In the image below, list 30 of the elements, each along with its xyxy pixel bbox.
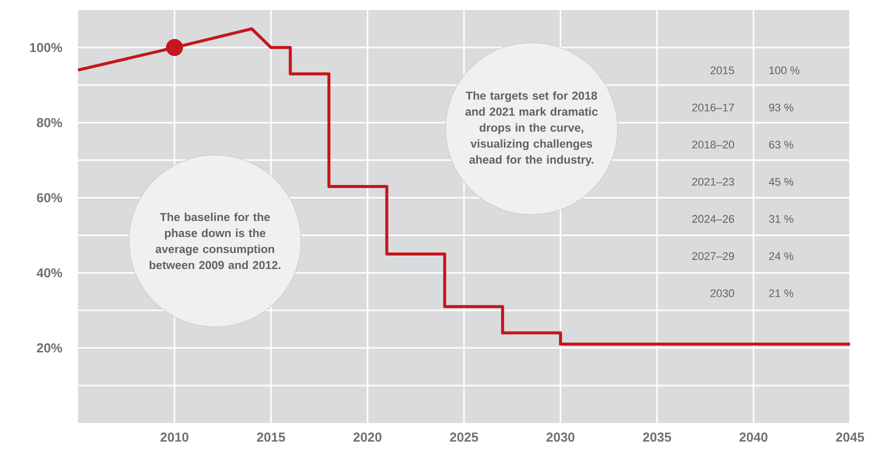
x-tick-label: 2025 — [450, 432, 478, 442]
annotation: 63 % — [769, 140, 794, 149]
x-tick-label: 2035 — [643, 432, 672, 442]
x-tick-label: 2045 — [836, 432, 864, 442]
annotation: 2027–29 — [692, 252, 734, 260]
annotation: 21 % — [769, 289, 794, 298]
y-tick-label: 80% — [36, 118, 62, 128]
annotation: 45 % — [768, 178, 794, 186]
annotation: The baseline for the phase down is the average consumption between 2009 and 2012. — [150, 212, 280, 270]
line-series — [76, 27, 852, 346]
y-tick-label: 60% — [36, 193, 62, 202]
annotation: The targets set for 2018 and 2021 mark dramatic drops in the curve, visualizing challenges ahead for the industry. — [465, 91, 598, 166]
annotation: 100 % — [769, 66, 800, 74]
x-tick-label: 2010 — [160, 432, 188, 442]
x-tick-label: 2040 — [740, 432, 768, 442]
x-tick-label: 2015 — [257, 432, 286, 442]
y-tick-label: 20% — [36, 343, 62, 353]
annotation: 24 % — [769, 252, 794, 260]
annotation: 2016–17 — [692, 104, 734, 112]
annotation: 2024–26 — [692, 215, 734, 223]
annotation: 31 % — [769, 215, 794, 223]
annotation: 2030 — [710, 289, 734, 298]
annotation: 93 % — [769, 104, 794, 112]
y-tick-label: 40% — [36, 268, 62, 278]
annotation: 2021–23 — [692, 178, 734, 186]
x-tick-label: 2030 — [546, 432, 574, 442]
y-tick-label: 100% — [30, 42, 62, 52]
annotation: 2015 — [710, 66, 734, 74]
annotation: 2018–20 — [692, 140, 734, 149]
x-tick-label: 2020 — [354, 432, 382, 442]
